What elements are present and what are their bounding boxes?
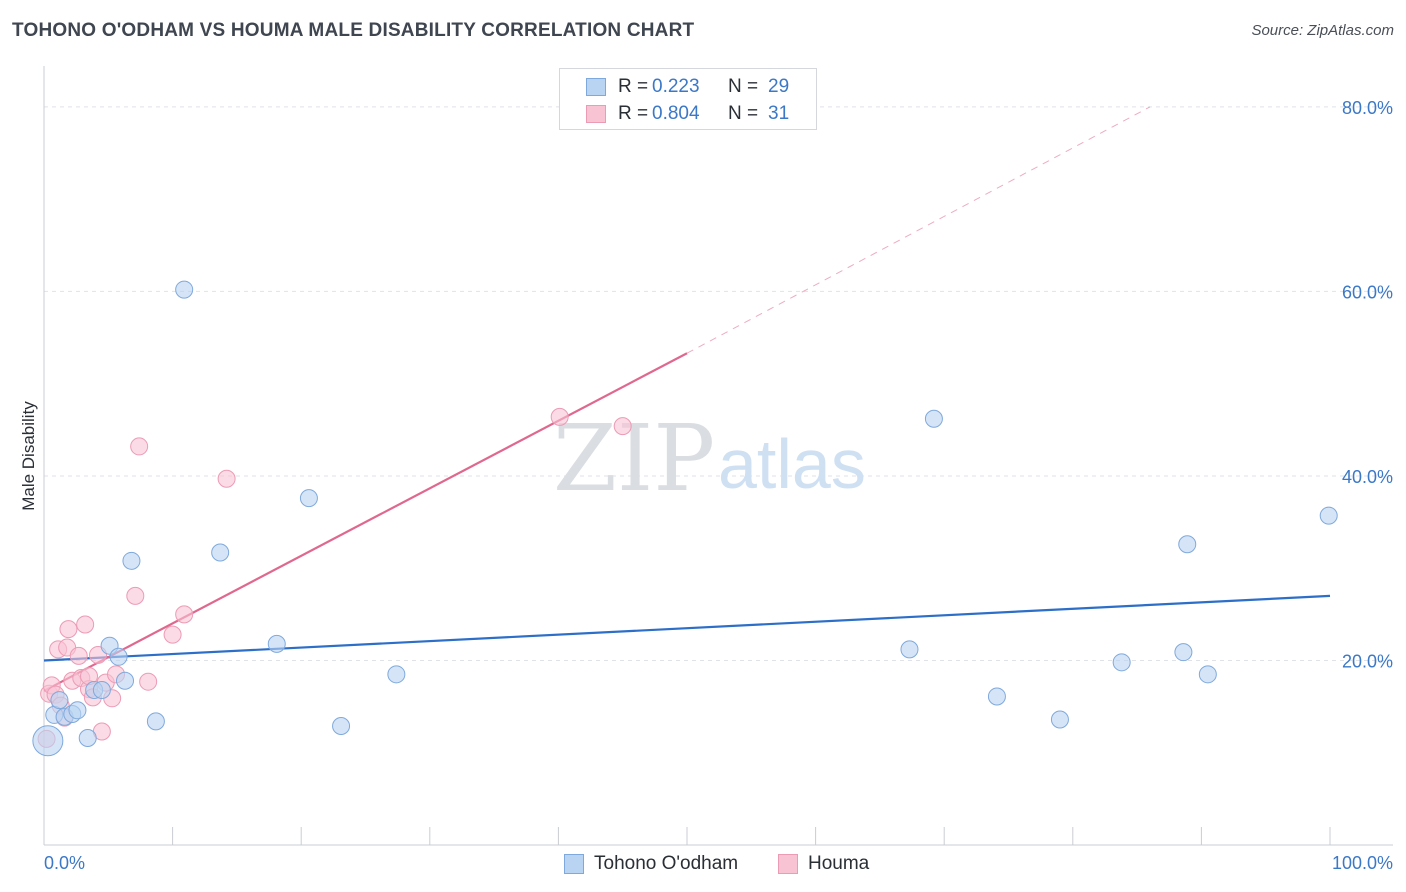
point-houma: [550, 407, 569, 426]
point-tohono: [900, 640, 919, 659]
bottom-legend-houma: Houma: [778, 852, 869, 876]
axes: [43, 66, 1393, 846]
gridlines: [44, 106, 1393, 661]
point-tohono: [1319, 506, 1338, 525]
legend-n-value: 31: [768, 103, 790, 124]
correlation-legend: R = 0.223 N = 29 R = 0.804 N = 31: [559, 68, 817, 130]
data-points: [32, 280, 1338, 757]
bottom-legend-swatch-blue: [564, 854, 584, 874]
legend-row-tohono: R = 0.223 N = 29: [586, 75, 789, 99]
chart-title: TOHONO O'ODHAM VS HOUMA MALE DISABILITY …: [12, 20, 695, 41]
point-tohono: [1178, 535, 1197, 554]
legend-r-value: 0.223: [652, 76, 700, 97]
point-tohono: [116, 671, 135, 690]
point-tohono: [987, 687, 1006, 706]
y-tick-labels: 20.0% 40.0% 60.0% 80.0%: [1342, 98, 1393, 672]
trend-line-houma-extension: [686, 106, 1151, 354]
point-houma: [163, 625, 182, 644]
trend-line-houma: [43, 352, 688, 692]
y-tick-label: 60.0%: [1342, 282, 1393, 302]
bottom-legend-tohono: Tohono O'odham: [564, 852, 738, 876]
legend-r-label: R =: [618, 103, 649, 124]
point-tohono: [50, 691, 69, 710]
point-tohono: [924, 409, 943, 428]
legend-swatch-blue: [586, 78, 606, 96]
point-tohono: [1050, 710, 1069, 729]
bottom-legend-label-houma: Houma: [808, 853, 870, 874]
point-tohono: [211, 543, 230, 562]
point-houma: [130, 437, 149, 456]
legend-swatch-pink: [586, 105, 606, 123]
point-houma: [217, 469, 236, 488]
point-houma: [139, 672, 158, 691]
x-tick-label-max: 100.0%: [1332, 853, 1393, 873]
watermark-atlas: atlas: [718, 425, 866, 503]
point-tohono: [78, 728, 97, 747]
point-tohono: [92, 681, 111, 699]
legend-r-value: 0.804: [652, 103, 700, 124]
point-tohono: [68, 701, 87, 720]
legend-row-houma: R = 0.804 N = 31: [586, 102, 789, 126]
watermark: ZIP atlas: [553, 405, 866, 512]
point-tohono: [32, 725, 64, 757]
bottom-legend-swatch-pink: [778, 854, 798, 874]
source-note: Source: ZipAtlas.com: [1251, 22, 1394, 39]
point-houma: [175, 605, 194, 624]
trend-line-tohono: [43, 594, 1331, 662]
legend-n-label: N =: [728, 76, 759, 97]
x-tick-label-min: 0.0%: [44, 853, 85, 873]
point-tohono: [1198, 665, 1217, 684]
trend-lines: [43, 106, 1331, 692]
point-tohono: [299, 489, 318, 508]
point-houma: [613, 417, 632, 436]
y-tick-label: 80.0%: [1342, 98, 1393, 118]
bottom-legend-label-tohono: Tohono O'odham: [594, 853, 739, 874]
y-tick-label: 20.0%: [1342, 651, 1393, 671]
point-tohono: [146, 712, 165, 731]
point-houma: [59, 620, 78, 639]
point-tohono: [387, 665, 406, 684]
point-houma: [76, 615, 95, 634]
legend-r-label: R =: [618, 76, 649, 97]
legend-n-label: N =: [728, 103, 759, 124]
point-tohono: [267, 634, 286, 653]
point-tohono: [332, 716, 351, 735]
point-tohono: [109, 647, 128, 666]
point-tohono: [175, 280, 194, 299]
point-houma: [69, 646, 88, 665]
point-tohono: [1174, 643, 1193, 662]
point-tohono: [122, 551, 141, 570]
point-tohono: [1112, 653, 1131, 672]
point-houma: [126, 586, 145, 605]
watermark-zip: ZIP: [553, 405, 715, 512]
y-axis-label: Male Disability: [19, 401, 38, 511]
legend-n-value: 29: [768, 76, 790, 97]
y-tick-label: 40.0%: [1342, 467, 1393, 487]
